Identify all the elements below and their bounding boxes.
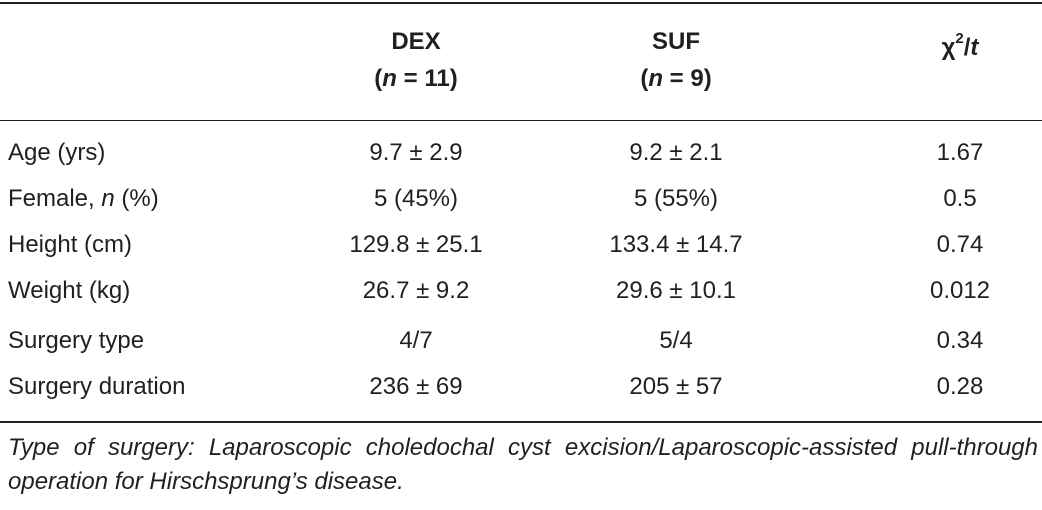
table-top-rule xyxy=(0,2,1042,4)
row-label: Weight (kg) xyxy=(8,277,131,304)
table-row: Surgery duration 236 ± 69 205 ± 57 0.28 xyxy=(0,364,1042,410)
suf-value: 9.2 ± 2.1 xyxy=(629,139,723,166)
suf-value: 29.6 ± 10.1 xyxy=(616,277,736,304)
dex-value: 26.7 ± 9.2 xyxy=(362,277,470,304)
suf-value: 205 ± 57 xyxy=(629,373,723,400)
row-label: Female, n (%) xyxy=(8,185,159,212)
header-dex-n: (n = 11) xyxy=(374,65,458,92)
table-row: Female, n (%) 5 (45%) 5 (55%) 0.5 xyxy=(0,176,1042,222)
stat-value: 0.74 xyxy=(936,231,984,258)
table-row: Height (cm) 129.8 ± 25.1 133.4 ± 14.7 0.… xyxy=(0,222,1042,268)
table-footnote: Type of surgery: Laparoscopic choledocha… xyxy=(8,434,1038,495)
dex-value: 129.8 ± 25.1 xyxy=(349,231,483,258)
stat-value: 0.28 xyxy=(936,373,984,400)
stat-value: 0.34 xyxy=(936,327,984,354)
table-row: Weight (kg) 26.7 ± 9.2 29.6 ± 10.1 0.012 xyxy=(0,268,1042,314)
table-bottom-rule xyxy=(0,421,1042,423)
row-label: Surgery duration xyxy=(8,373,186,400)
suf-value: 5/4 xyxy=(659,327,693,354)
table-row: Age (yrs) 9.7 ± 2.9 9.2 ± 2.1 1.67 xyxy=(0,130,1042,176)
suf-value: 5 (55%) xyxy=(633,185,719,212)
stat-value: 0.5 xyxy=(943,185,977,212)
header-suf-n: (n = 9) xyxy=(640,65,712,92)
header-suf: SUF xyxy=(652,28,700,55)
header-dex: DEX xyxy=(391,28,441,55)
dex-value: 236 ± 69 xyxy=(369,373,463,400)
dex-value: 9.7 ± 2.9 xyxy=(369,139,463,166)
row-label: Surgery type xyxy=(8,327,145,354)
header-rule xyxy=(0,120,1042,121)
dex-value: 5 (45%) xyxy=(373,185,459,212)
table-row: Surgery type 4/7 5/4 0.34 xyxy=(0,318,1042,364)
suf-value: 133.4 ± 14.7 xyxy=(609,231,743,258)
row-label: Age (yrs) xyxy=(8,139,106,166)
stat-value: 1.67 xyxy=(936,139,984,166)
dex-value: 4/7 xyxy=(399,327,433,354)
header-statistic: χ2/t xyxy=(941,30,979,61)
row-label: Height (cm) xyxy=(8,231,133,258)
stat-value: 0.012 xyxy=(929,277,991,304)
